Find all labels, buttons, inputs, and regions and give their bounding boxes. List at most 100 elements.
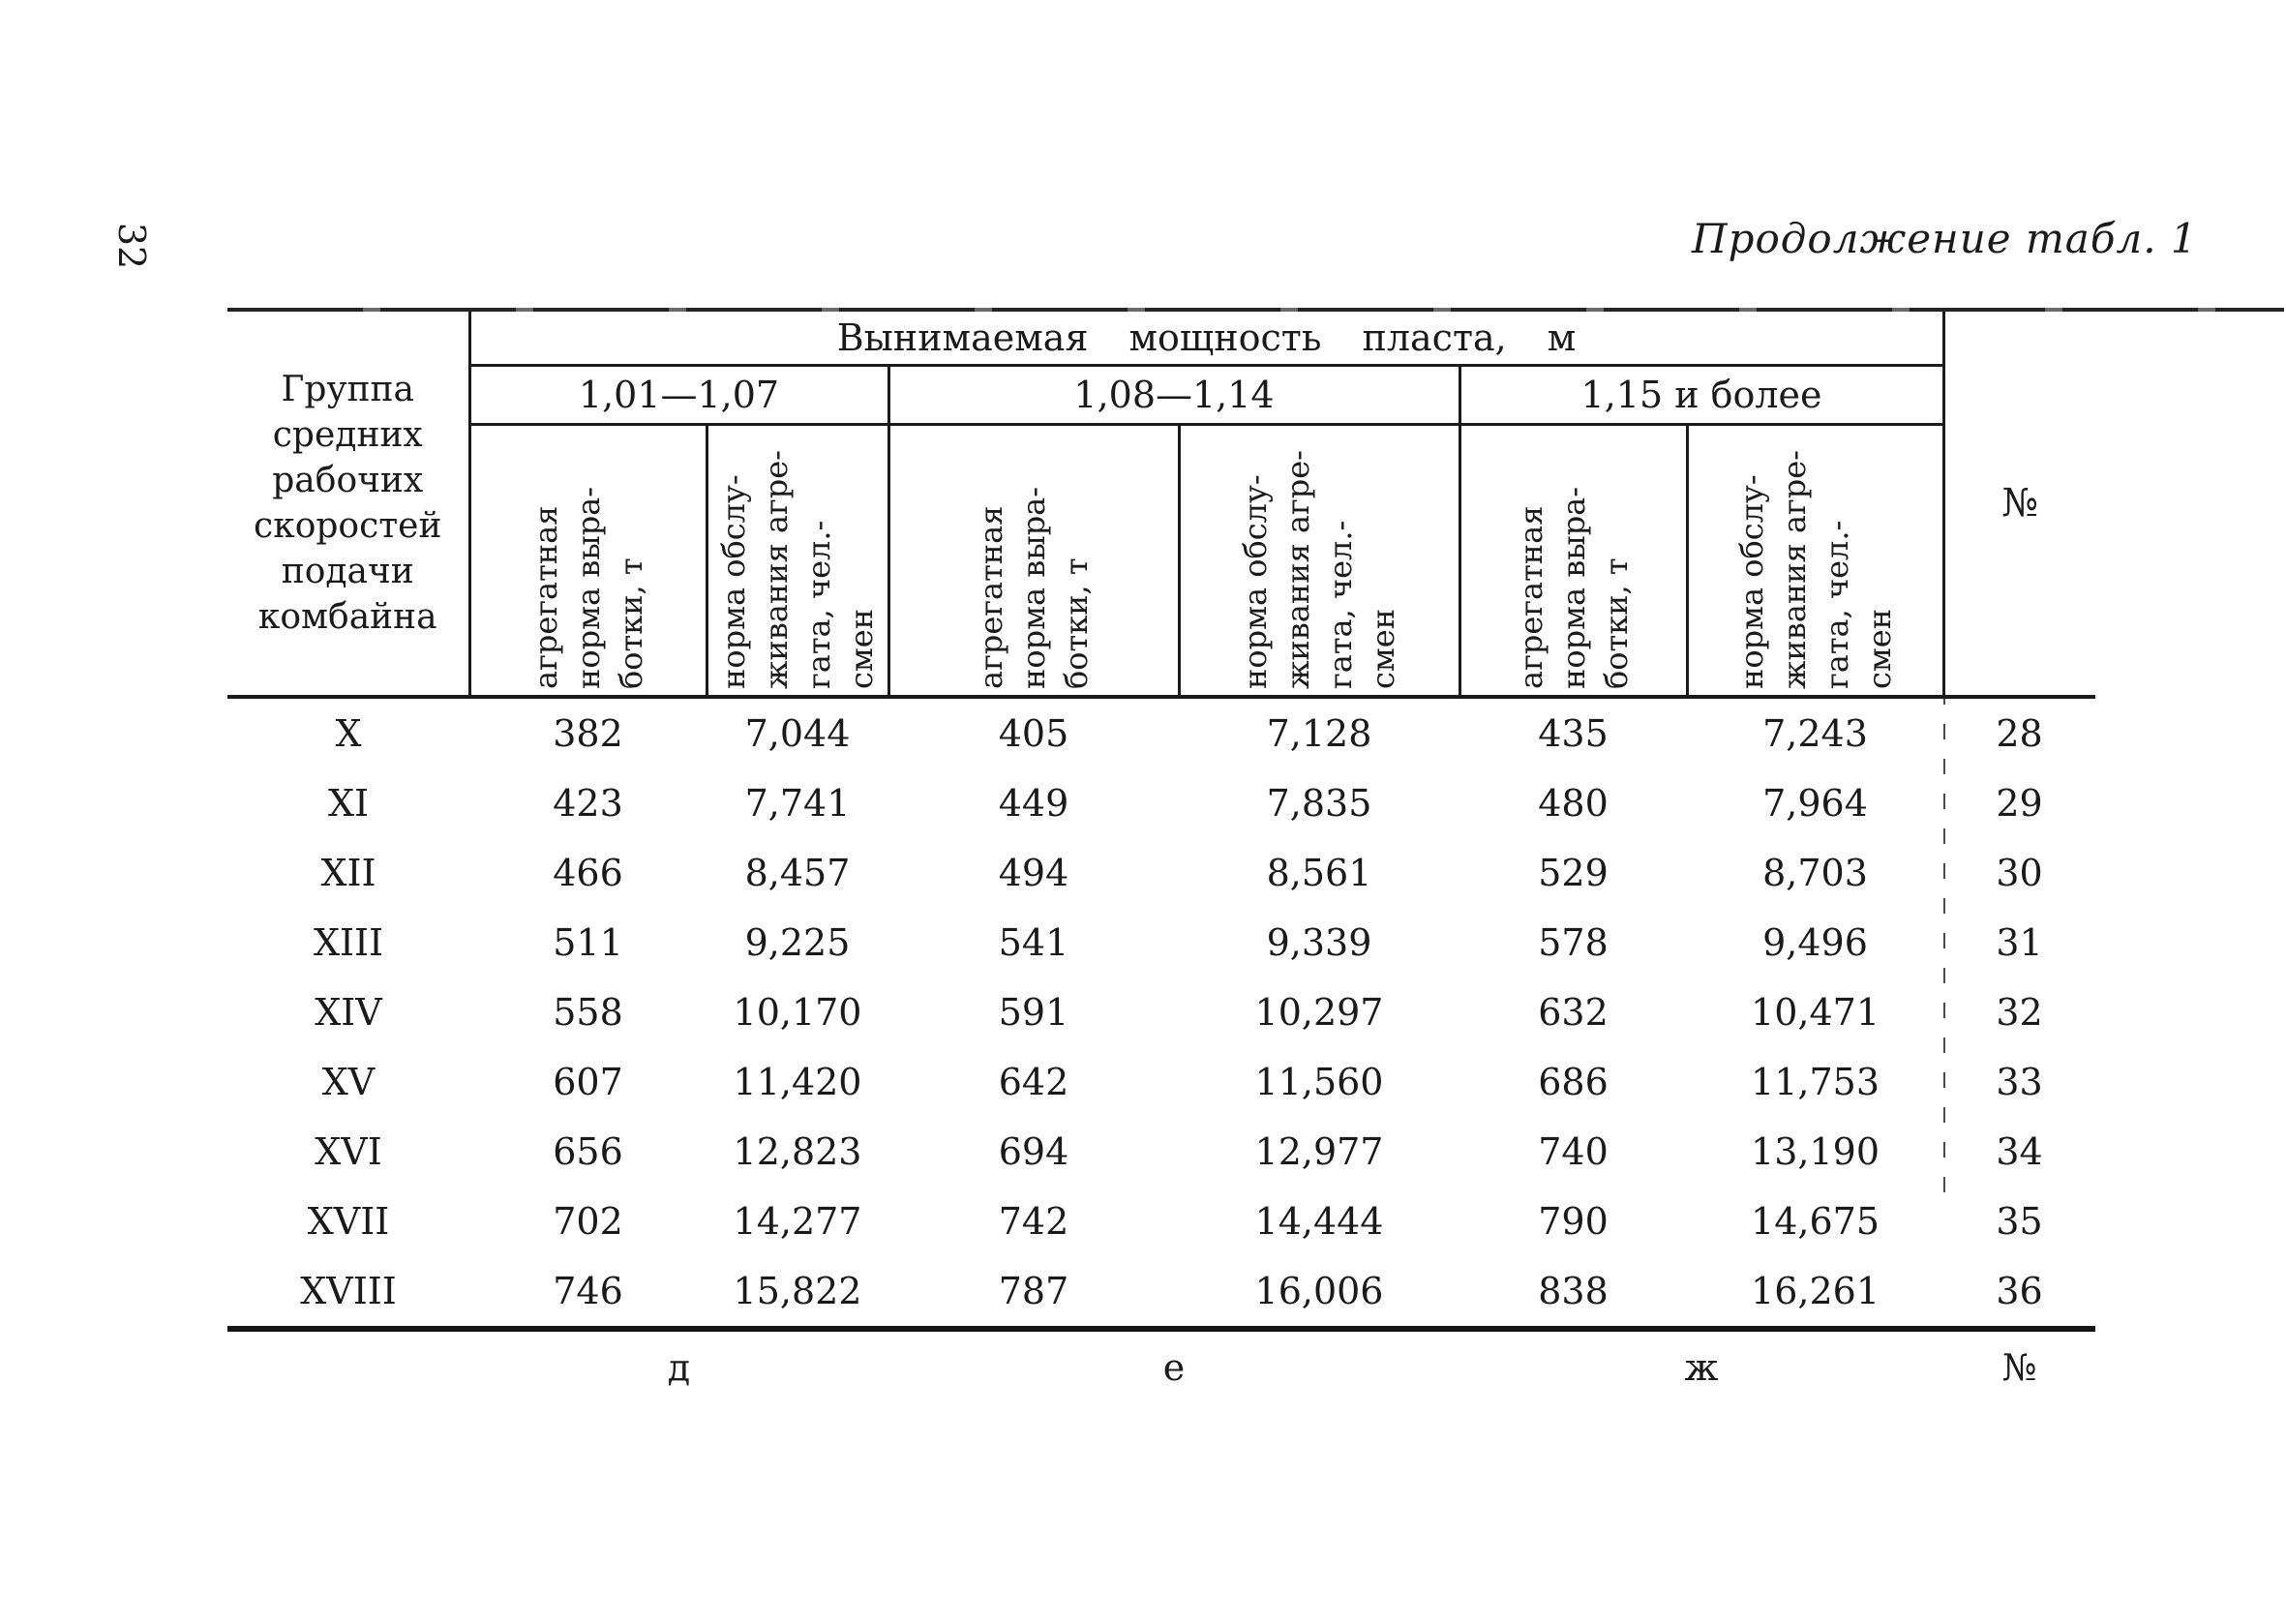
rotated-header-text: норма обслу- живания агре- гата, чел.-см… — [1732, 450, 1898, 689]
range-header-group3: 1,15 и более — [1458, 365, 1944, 426]
value-cell: 694 — [998, 1130, 1069, 1173]
value-cell: 405 — [998, 712, 1069, 755]
value-cell: 480 — [1538, 782, 1609, 825]
row-number-cell: 29 — [1996, 782, 2043, 825]
value-cell: 10,297 — [1254, 991, 1384, 1034]
rotated-header-text: агрегатная норма выра- ботки, т — [526, 486, 649, 689]
column-header-service-norm-g1: норма обслу- живания агре- гата, чел.-см… — [705, 424, 888, 699]
column-header-service-norm-g2: норма обслу- живания агре- гата, чел.-см… — [1177, 424, 1459, 699]
rotated-header-text: норма обслу- живания агре- гата, чел.-см… — [715, 450, 880, 689]
row-label-cell: XVII — [307, 1200, 390, 1243]
value-cell: 9,496 — [1762, 921, 1868, 964]
range-header-group2: 1,08—1,14 — [887, 365, 1459, 426]
value-cell: 10,471 — [1751, 991, 1880, 1034]
value-cell: 11,560 — [1254, 1061, 1384, 1103]
value-cell: 740 — [1538, 1130, 1609, 1173]
value-cell: 13,190 — [1751, 1130, 1880, 1173]
row-number-cell: 36 — [1996, 1270, 2043, 1312]
column-header-service-norm-g3: норма обслу- живания агре- гата, чел.-см… — [1685, 424, 1944, 699]
row-label-cell: XII — [320, 852, 376, 894]
column-header-output-norm-g3: агрегатная норма выра- ботки, т — [1458, 424, 1687, 699]
value-cell: 8,703 — [1762, 852, 1868, 894]
value-cell: 9,225 — [744, 921, 851, 964]
continuation-title: Продолжение табл. 1 — [1692, 215, 2198, 262]
value-cell: 12,823 — [733, 1130, 862, 1173]
row-number-cell: 32 — [1996, 991, 2043, 1034]
footer-key-group2: е — [888, 1326, 1459, 1403]
row-number-cell: 31 — [1996, 921, 2043, 964]
value-cell: 7,835 — [1266, 782, 1372, 825]
value-cell: 541 — [998, 921, 1069, 964]
footer-spacer — [227, 1326, 469, 1403]
row-label-cell: XI — [327, 782, 370, 825]
value-cell: 8,457 — [744, 852, 851, 894]
value-cell: 742 — [998, 1200, 1069, 1243]
value-cell: 466 — [553, 852, 623, 894]
table-top-border — [227, 308, 2284, 312]
table-row: XIV 558 10,170 591 10,297 632 10,471 32 — [227, 977, 2095, 1047]
table-row: XIII 511 9,225 541 9,339 578 9,496 31 — [227, 908, 2095, 977]
stub-header-cell: Группа средних рабочих скоростей подачи … — [227, 312, 471, 699]
footer-key-group1: д — [469, 1326, 888, 1403]
value-cell: 12,977 — [1254, 1130, 1384, 1173]
rotated-header-text: норма обслу- живания агре- гата, чел.-см… — [1237, 450, 1401, 689]
page-number: 32 — [110, 222, 154, 270]
value-cell: 9,339 — [1266, 921, 1372, 964]
value-cell: 16,261 — [1751, 1270, 1880, 1312]
value-cell: 11,420 — [733, 1061, 862, 1103]
number-column-divider — [1943, 689, 1945, 1212]
value-cell: 10,170 — [733, 991, 862, 1034]
value-cell: 7,741 — [744, 782, 851, 825]
value-cell: 435 — [1538, 712, 1609, 755]
value-cell: 7,243 — [1762, 712, 1868, 755]
footer-key-row: д е ж № — [227, 1326, 2096, 1403]
row-number-cell: 33 — [1996, 1061, 2043, 1103]
value-cell: 7,128 — [1266, 712, 1372, 755]
value-cell: 607 — [553, 1061, 623, 1103]
value-cell: 591 — [998, 991, 1069, 1034]
rotated-header-text: агрегатная норма выра- ботки, т — [1512, 486, 1635, 689]
row-number-cell: 35 — [1996, 1200, 2043, 1243]
row-label-cell: XIII — [313, 921, 384, 964]
value-cell: 746 — [553, 1270, 623, 1312]
value-cell: 578 — [1538, 921, 1609, 964]
main-header-cell: Вынимаемая мощность пласта, м — [469, 312, 1944, 367]
table-row: XI 423 7,741 449 7,835 480 7,964 29 — [227, 768, 2095, 838]
table-row: XVI 656 12,823 694 12,977 740 13,190 34 — [227, 1117, 2095, 1187]
value-cell: 702 — [553, 1200, 623, 1243]
value-cell: 529 — [1538, 852, 1609, 894]
number-column-header-cell: № — [1941, 312, 2096, 699]
footer-key-group3: ж — [1459, 1326, 1944, 1403]
value-cell: 449 — [998, 782, 1069, 825]
column-header-output-norm-g1: агрегатная норма выра- ботки, т — [469, 424, 707, 699]
row-label-cell: XVIII — [300, 1270, 397, 1312]
value-cell: 16,006 — [1254, 1270, 1384, 1312]
row-number-cell: 28 — [1996, 712, 2043, 755]
table-row: XVIII 746 15,822 787 16,006 838 16,261 3… — [227, 1256, 2095, 1329]
value-cell: 382 — [553, 712, 623, 755]
value-cell: 511 — [553, 921, 623, 964]
row-number-cell: 30 — [1996, 852, 2043, 894]
row-label-cell: XV — [321, 1061, 376, 1103]
value-cell: 632 — [1538, 991, 1609, 1034]
column-header-output-norm-g2: агрегатная норма выра- ботки, т — [887, 424, 1179, 699]
rotated-header-text: агрегатная норма выра- ботки, т — [973, 486, 1095, 689]
value-cell: 8,561 — [1266, 852, 1372, 894]
value-cell: 15,822 — [733, 1270, 862, 1312]
value-cell: 14,277 — [733, 1200, 862, 1243]
value-cell: 790 — [1538, 1200, 1609, 1243]
value-cell: 558 — [553, 991, 623, 1034]
value-cell: 494 — [998, 852, 1069, 894]
value-cell: 787 — [998, 1270, 1069, 1312]
range-header-group1: 1,01—1,07 — [469, 365, 888, 426]
table-row: XII 466 8,457 494 8,561 529 8,703 30 — [227, 838, 2095, 908]
row-label-cell: XIV — [315, 991, 382, 1034]
value-cell: 838 — [1538, 1270, 1609, 1312]
value-cell: 7,044 — [744, 712, 851, 755]
table-row: XV 607 11,420 642 11,560 686 11,753 33 — [227, 1047, 2095, 1117]
value-cell: 423 — [553, 782, 623, 825]
stub-header-text: Группа средних рабочих скоростей подачи … — [254, 370, 442, 637]
value-cell: 11,753 — [1751, 1061, 1880, 1103]
table-row: X 382 7,044 405 7,128 435 7,243 28 — [227, 697, 2095, 768]
